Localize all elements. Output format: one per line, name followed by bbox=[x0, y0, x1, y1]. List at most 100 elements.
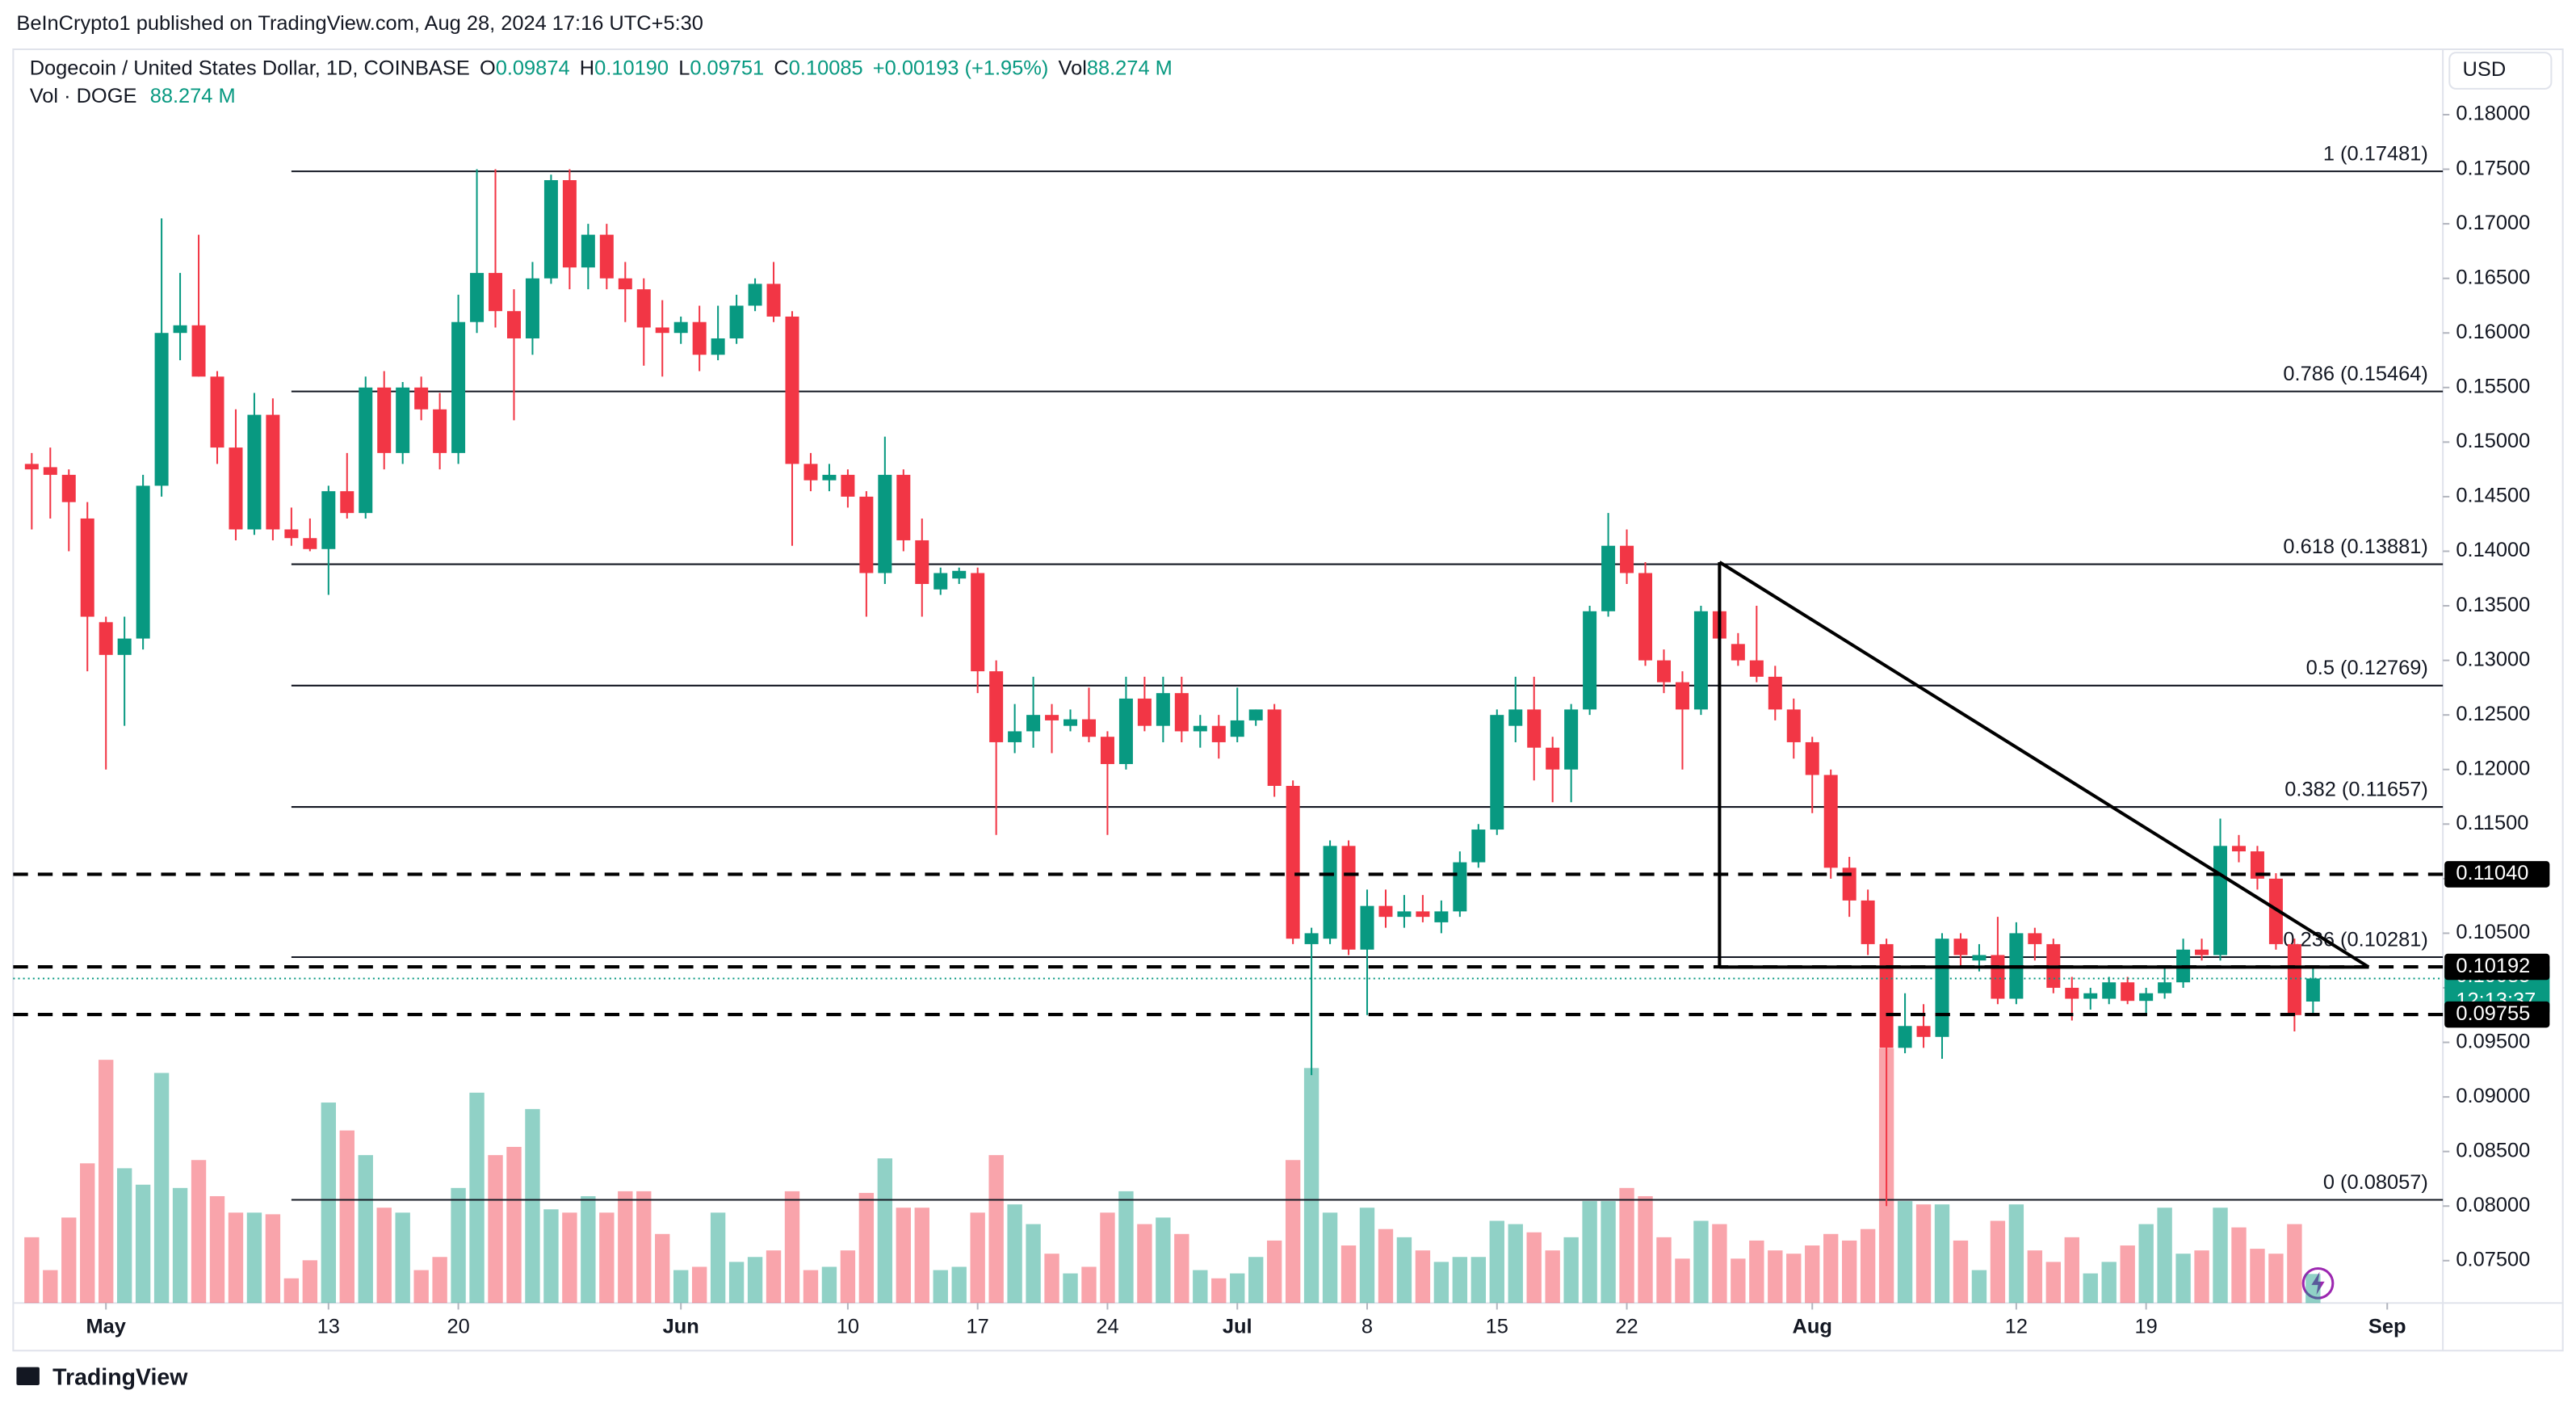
candle-body bbox=[673, 321, 688, 334]
candle-body bbox=[1768, 676, 1782, 710]
candle-body bbox=[1693, 611, 1708, 710]
x-tick-label: 10 bbox=[837, 1315, 859, 1338]
candle-body bbox=[470, 272, 485, 322]
volume-bar bbox=[1193, 1270, 1208, 1304]
volume-bar bbox=[2120, 1245, 2135, 1304]
level-tag bbox=[2444, 953, 2550, 981]
volume-bar bbox=[2027, 1250, 2043, 1304]
candle-body bbox=[1081, 719, 1096, 737]
currency-box[interactable] bbox=[2448, 52, 2553, 90]
y-tick-label: 0.14500 bbox=[2456, 485, 2530, 507]
candle-body bbox=[2305, 978, 2320, 1002]
candle-body bbox=[581, 234, 595, 268]
volume-bar bbox=[1118, 1191, 1134, 1304]
x-tick-label: 20 bbox=[447, 1315, 469, 1338]
level-tag-label: 0.10192 bbox=[2456, 955, 2530, 977]
volume-bar bbox=[1508, 1224, 1523, 1304]
candle-body bbox=[1916, 1026, 1931, 1037]
candle-body bbox=[1601, 545, 1616, 611]
candle-body bbox=[1304, 933, 1319, 944]
candle-body bbox=[562, 180, 577, 268]
volume-bar bbox=[1044, 1254, 1059, 1304]
volume-bar bbox=[896, 1208, 911, 1304]
candle-body bbox=[729, 305, 744, 338]
candle-body bbox=[191, 325, 206, 377]
candle-body bbox=[1546, 747, 1560, 770]
candle-body bbox=[154, 333, 169, 486]
candle-body bbox=[136, 485, 150, 639]
volume-bar bbox=[1934, 1204, 1950, 1304]
fib-label: 0.786 (0.15464) bbox=[2283, 363, 2427, 385]
candle-body bbox=[24, 464, 39, 470]
volume-bar bbox=[914, 1208, 929, 1304]
volume-bar bbox=[1322, 1212, 1338, 1304]
level-tag bbox=[2444, 1001, 2550, 1028]
fib-label: 0 (0.08057) bbox=[2323, 1171, 2428, 1194]
candle-body bbox=[1823, 775, 1838, 868]
candle-body bbox=[2158, 982, 2172, 993]
volume-bar bbox=[1749, 1240, 1764, 1304]
volume-value: 88.274 M bbox=[150, 85, 236, 107]
volume-bar bbox=[1211, 1278, 1227, 1304]
change: +0.00193 (+1.95%) bbox=[873, 57, 1049, 79]
y-tick-label: 0.16500 bbox=[2456, 266, 2530, 288]
volume-bar bbox=[43, 1270, 58, 1304]
candle-body bbox=[1749, 660, 1764, 677]
candle-body bbox=[2287, 943, 2301, 1015]
candle-body bbox=[1564, 709, 1579, 770]
volume-bar bbox=[99, 1060, 114, 1304]
volume-bar bbox=[2157, 1208, 2172, 1304]
legend: Dogecoin / United States Dollar, 1D, COI… bbox=[30, 57, 1173, 79]
candle-body bbox=[543, 180, 558, 279]
candle-body bbox=[303, 538, 317, 549]
volume-bar bbox=[840, 1250, 856, 1304]
volume-bar bbox=[432, 1257, 447, 1304]
volume-bar bbox=[1693, 1220, 1709, 1304]
logo: TradingView bbox=[16, 1364, 188, 1390]
volume-bar bbox=[710, 1212, 726, 1304]
candle-body bbox=[989, 671, 1004, 742]
candle-body bbox=[1972, 955, 1987, 961]
x-tick-label: Jun bbox=[663, 1315, 699, 1338]
o-label: O bbox=[480, 57, 496, 79]
volume-bar bbox=[2175, 1254, 2191, 1304]
y-tick-label: 0.09500 bbox=[2456, 1030, 2530, 1052]
volume-bar bbox=[562, 1212, 577, 1304]
candle-body bbox=[785, 316, 799, 464]
candle-body bbox=[971, 573, 985, 672]
currency[interactable]: USD bbox=[2463, 58, 2507, 81]
volume-legend: Vol · DOGE 88.274 M bbox=[30, 85, 236, 107]
volume-bar bbox=[1415, 1250, 1431, 1304]
volume-bar bbox=[506, 1146, 522, 1304]
candle-body bbox=[1861, 900, 1875, 944]
y-tick-label: 0.09000 bbox=[2456, 1085, 2530, 1107]
volume-title: Vol · DOGE bbox=[30, 85, 137, 107]
level-tag bbox=[2444, 861, 2550, 888]
volume-bar bbox=[1100, 1212, 1115, 1304]
candle-body bbox=[1045, 715, 1059, 720]
frame bbox=[12, 48, 2564, 1352]
volume-bar bbox=[228, 1212, 244, 1304]
trend-line bbox=[1718, 561, 2370, 969]
x-tick-label: 17 bbox=[967, 1315, 989, 1338]
volume-bar bbox=[1805, 1245, 1820, 1304]
candle-body bbox=[2065, 987, 2079, 999]
volume-bar bbox=[747, 1257, 763, 1304]
candle-body bbox=[803, 464, 818, 481]
candle-body bbox=[1193, 725, 1207, 732]
volume-bar bbox=[339, 1130, 355, 1304]
candle-body bbox=[1156, 693, 1170, 726]
volume-bar bbox=[766, 1250, 782, 1304]
y-tick-label: 0.11500 bbox=[2456, 812, 2528, 834]
y-tick-label: 0.13000 bbox=[2456, 648, 2530, 670]
volume-bar bbox=[1897, 1201, 1913, 1304]
volume-bar bbox=[413, 1270, 429, 1304]
volume-bar bbox=[1378, 1228, 1394, 1304]
volume-bar bbox=[1712, 1224, 1727, 1304]
candle-body bbox=[359, 387, 373, 514]
candle-body bbox=[2268, 878, 2283, 944]
volume-bar bbox=[1619, 1187, 1634, 1304]
candle-body bbox=[1286, 785, 1300, 939]
flash-icon[interactable] bbox=[2301, 1266, 2335, 1300]
